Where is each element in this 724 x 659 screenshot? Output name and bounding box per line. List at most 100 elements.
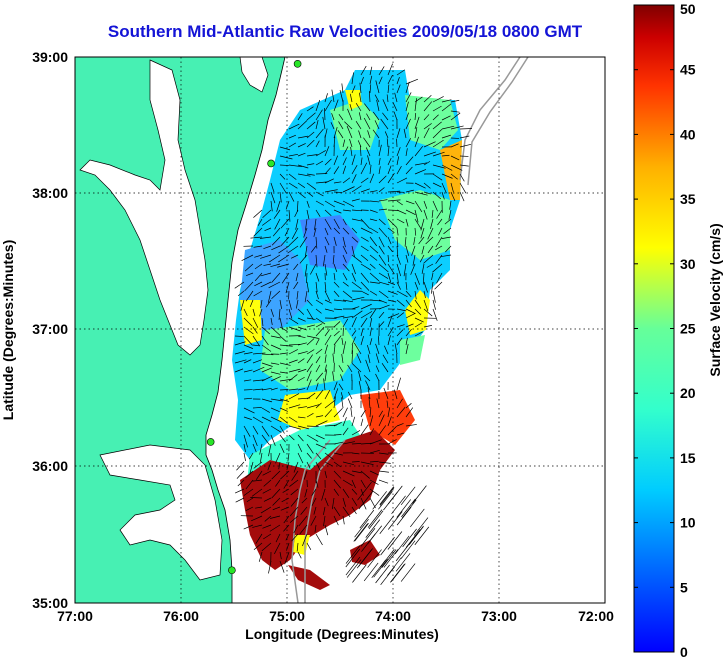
velocity-vector <box>264 515 272 522</box>
velocity-vector <box>405 299 412 308</box>
velocity-vector <box>324 158 332 166</box>
velocity-vector <box>315 272 320 282</box>
velocity-vector <box>342 318 349 328</box>
velocity-vector <box>350 147 353 157</box>
station-marker <box>206 438 215 446</box>
velocity-vector <box>378 166 381 175</box>
velocity-vector <box>369 428 375 436</box>
velocity-vector <box>431 209 434 218</box>
velocity-vector <box>383 345 389 355</box>
velocity-vector <box>296 200 299 212</box>
velocity-vector <box>324 99 332 112</box>
velocity-vector <box>396 236 399 248</box>
velocity-vector <box>387 272 392 283</box>
velocity-vector <box>315 479 319 488</box>
velocity-vector <box>260 506 272 514</box>
velocity-vector <box>245 290 254 302</box>
velocity-vector <box>459 135 470 139</box>
velocity-vector <box>273 209 281 219</box>
velocity-vector <box>263 245 272 249</box>
velocity-vector <box>252 352 266 355</box>
velocity-vector <box>252 443 257 453</box>
velocity-vector <box>324 93 328 103</box>
velocity-vector <box>306 317 316 320</box>
velocity-vector <box>410 263 416 275</box>
velocity-vector <box>369 236 378 247</box>
velocity-vector <box>306 106 314 112</box>
velocity-vector <box>375 365 380 373</box>
velocity-vector <box>333 227 340 234</box>
velocity-vector <box>342 441 355 445</box>
velocity-vector <box>288 299 292 310</box>
velocity-vector <box>297 368 307 373</box>
velocity-vector <box>246 497 254 503</box>
velocity-vector <box>274 542 281 555</box>
velocity-vector <box>423 127 430 139</box>
velocity-vector <box>252 308 256 317</box>
velocity-vector <box>436 209 443 219</box>
velocity-vector <box>252 524 263 528</box>
velocity-vector <box>333 407 343 418</box>
velocity-vector <box>270 425 282 433</box>
velocity-vector <box>315 160 324 166</box>
velocity-vector <box>360 76 364 85</box>
velocity-vector <box>255 470 263 481</box>
velocity-vector <box>324 146 330 157</box>
velocity-vector <box>315 317 326 325</box>
velocity-vector <box>289 515 299 523</box>
velocity-vector <box>324 389 331 400</box>
velocity-vector <box>351 330 357 337</box>
velocity-vector <box>378 321 385 328</box>
velocity-vector <box>339 89 344 103</box>
velocity-vector <box>396 177 408 184</box>
velocity-vector <box>306 209 310 220</box>
velocity-vector <box>459 164 469 167</box>
velocity-vector <box>243 326 254 335</box>
velocity-vector <box>342 236 346 248</box>
velocity-vector <box>378 479 389 484</box>
velocity-vector <box>441 182 447 194</box>
velocity-vector <box>270 263 281 268</box>
velocity-vector <box>279 389 289 391</box>
velocity-vector <box>414 209 419 223</box>
velocity-vector <box>412 485 427 504</box>
velocity-vector <box>306 370 312 382</box>
velocity-vector <box>313 227 317 237</box>
velocity-vector <box>287 245 299 254</box>
velocity-vector <box>243 379 252 382</box>
colorbar-tick-label: 50 <box>680 1 696 17</box>
velocity-vector <box>380 536 395 556</box>
velocity-vector <box>351 336 356 346</box>
velocity-vector <box>351 185 362 193</box>
velocity-vector <box>306 112 316 121</box>
velocity-vector <box>432 263 443 273</box>
velocity-vector <box>342 157 347 166</box>
lon-tick-3: 74:00 <box>375 608 411 624</box>
velocity-vector <box>378 263 389 273</box>
velocity-vector <box>243 308 248 317</box>
velocity-vector <box>333 506 341 517</box>
velocity-vector <box>295 218 299 230</box>
colorbar-tick-label: 15 <box>680 450 696 466</box>
velocity-vector <box>423 209 428 220</box>
velocity-vector <box>360 461 374 465</box>
velocity-vector <box>245 506 254 512</box>
velocity-vector <box>333 181 342 184</box>
velocity-vector <box>279 551 282 560</box>
lon-tick-0: 77:00 <box>57 608 93 624</box>
velocity-vector <box>369 460 379 463</box>
velocity-vector <box>345 545 361 564</box>
velocity-vector <box>234 281 245 289</box>
velocity-vector <box>324 189 338 193</box>
velocity-vector <box>396 299 405 307</box>
velocity-vector <box>275 533 281 543</box>
velocity-vector <box>405 328 412 337</box>
velocity-vector <box>378 218 386 226</box>
colorbar-gradient <box>633 4 675 653</box>
velocity-vector <box>378 461 391 464</box>
velocity-vector <box>306 542 312 550</box>
velocity-vector <box>306 443 314 454</box>
colorbar-ticks: 0 5 10 15 20 25 30 35 40 45 50 <box>634 1 696 659</box>
velocity-vector <box>391 563 406 582</box>
velocity-vector <box>396 166 402 175</box>
